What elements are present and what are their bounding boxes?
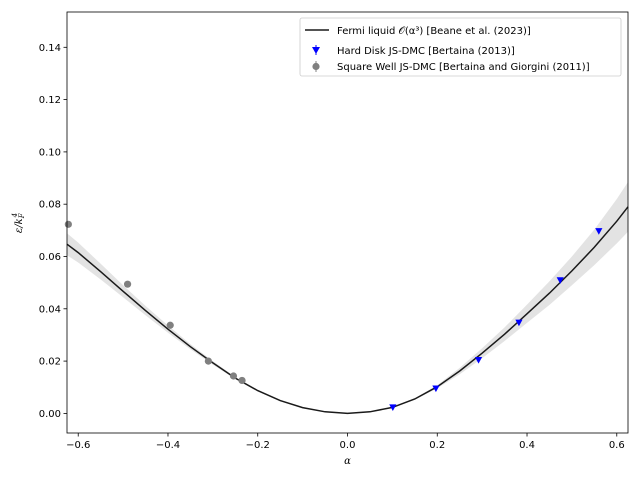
hard-disk-point bbox=[595, 228, 603, 235]
legend-label-square-well: Square Well JS-DMC [Bertaina and Giorgin… bbox=[337, 62, 590, 73]
x-axis: −0.6 −0.4 −0.2 0.0 0.2 0.4 0.6 bbox=[66, 433, 625, 451]
legend-marker-hard-disk bbox=[312, 47, 320, 54]
x-tick-label: 0.0 bbox=[340, 440, 356, 451]
fermi-liquid-curve bbox=[66, 206, 629, 415]
legend-label-fermi-liquid: Fermi liquid 𝒪(α³) [Beane et al. (2023)] bbox=[337, 26, 531, 37]
square-well-point bbox=[229, 372, 238, 380]
legend-marker-square-well bbox=[312, 62, 320, 71]
x-tick-label: −0.2 bbox=[246, 440, 270, 451]
plot-area bbox=[64, 182, 629, 415]
x-axis-label: α bbox=[344, 456, 351, 467]
y-tick-label: 0.10 bbox=[39, 147, 61, 158]
hard-disk-point bbox=[556, 277, 564, 284]
square-well-point bbox=[238, 376, 246, 385]
x-tick-label: 0.6 bbox=[609, 440, 625, 451]
y-axis-label-subscript: F bbox=[18, 212, 26, 219]
hard-disk-point bbox=[474, 357, 483, 364]
y-tick-label: 0.14 bbox=[39, 43, 61, 54]
square-well-point bbox=[64, 220, 72, 228]
y-axis-label-numerator: ε/k bbox=[14, 218, 25, 233]
y-axis: 0.00 0.02 0.04 0.06 0.08 0.10 0.12 0.14 bbox=[39, 43, 67, 420]
square-well-point bbox=[166, 321, 174, 329]
y-axis-label-superscript: 4 bbox=[11, 213, 19, 218]
y-tick-label: 0.00 bbox=[39, 409, 61, 420]
data-points bbox=[64, 220, 603, 411]
hard-disk-point bbox=[515, 319, 523, 327]
y-tick-label: 0.04 bbox=[39, 304, 61, 315]
hard-disk-point bbox=[432, 385, 440, 393]
hard-disk-point bbox=[389, 404, 397, 411]
legend-box bbox=[299, 17, 622, 77]
square-well-point bbox=[204, 357, 212, 365]
y-tick-label: 0.12 bbox=[39, 95, 61, 106]
legend: Fermi liquid 𝒪(α³) [Beane et al. (2023)]… bbox=[299, 17, 622, 77]
y-tick-label: 0.06 bbox=[39, 252, 61, 263]
y-tick-label: 0.02 bbox=[39, 357, 61, 368]
x-tick-label: −0.6 bbox=[66, 440, 90, 451]
y-axis-label: ε/kF4 bbox=[11, 212, 26, 233]
x-tick-label: 0.4 bbox=[519, 440, 535, 451]
x-tick-label: −0.4 bbox=[156, 440, 180, 451]
square-well-point bbox=[123, 280, 132, 288]
legend-label-hard-disk: Hard Disk JS-DMC [Bertaina (2013)] bbox=[337, 46, 515, 57]
y-tick-label: 0.08 bbox=[39, 200, 61, 211]
x-tick-label: 0.2 bbox=[429, 440, 445, 451]
